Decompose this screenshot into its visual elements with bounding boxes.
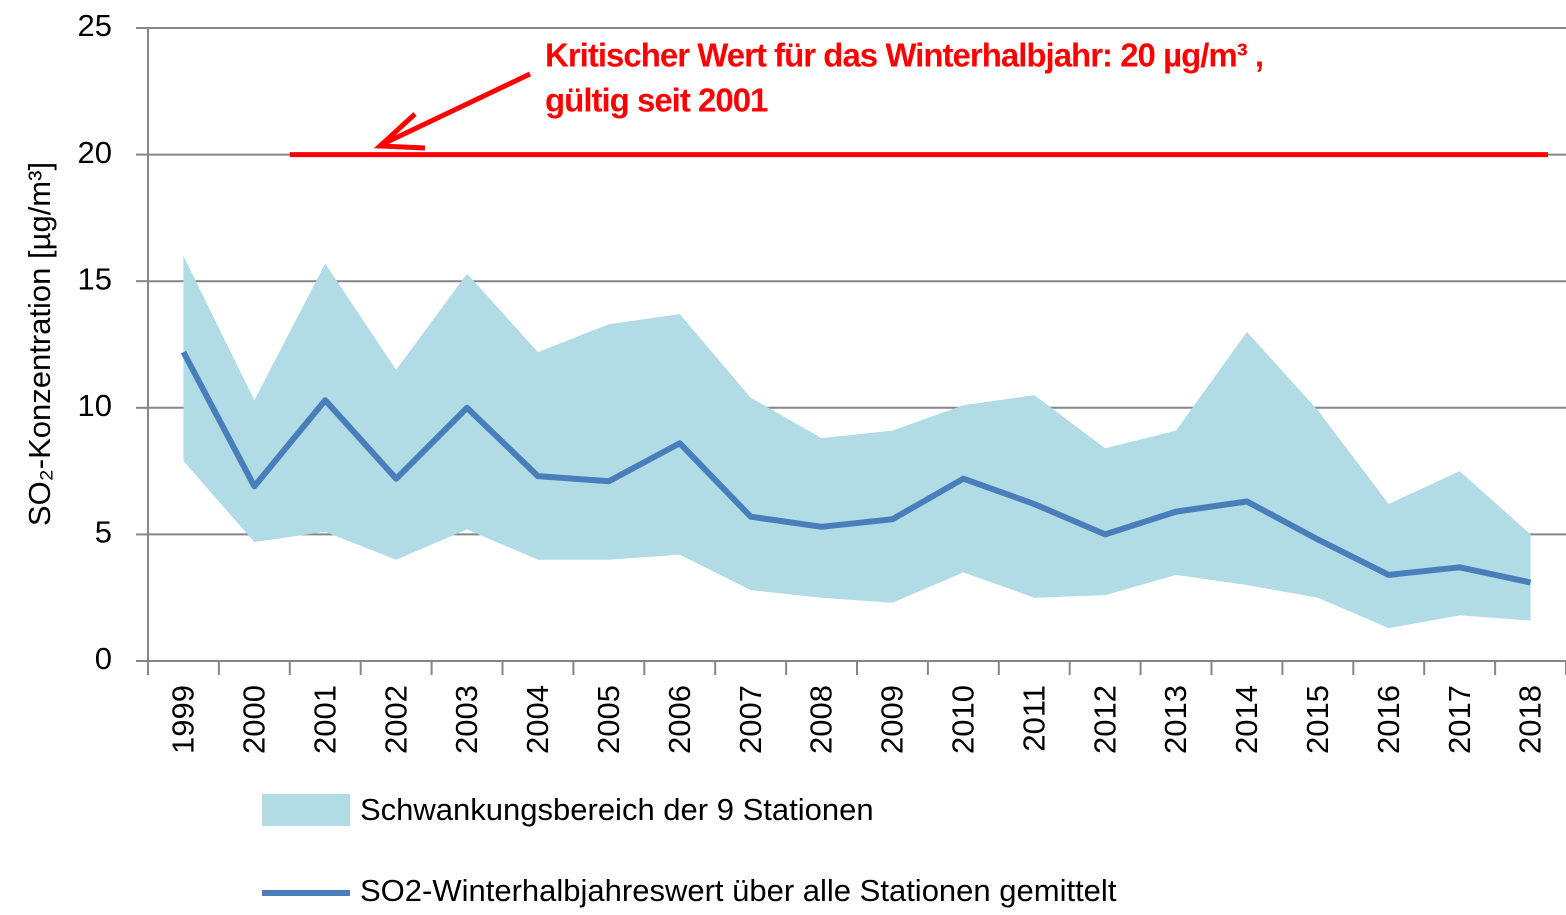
x-tick-label: 2004 bbox=[520, 685, 555, 754]
x-tick-label: 2012 bbox=[1087, 685, 1122, 754]
x-tick-label: 2009 bbox=[875, 685, 910, 754]
x-tick-label: 2006 bbox=[662, 685, 697, 754]
legend-label: Schwankungsbereich der 9 Stationen bbox=[360, 792, 874, 827]
x-tick-label: 2015 bbox=[1300, 685, 1335, 754]
x-tick-label: 2002 bbox=[378, 685, 413, 754]
x-tick-label: 2010 bbox=[946, 685, 981, 754]
line bbox=[180, 350, 1532, 586]
x-tick-label: 2001 bbox=[307, 685, 342, 754]
x-tick-label: 2000 bbox=[237, 685, 272, 754]
y-tick-label: 15 bbox=[78, 261, 112, 296]
x-tick-label: 2008 bbox=[804, 685, 839, 754]
y-tick-label: 5 bbox=[95, 515, 112, 550]
y-tick-label: 10 bbox=[78, 388, 112, 423]
x-tick-label: 2011 bbox=[1016, 685, 1051, 752]
legend-label: SO2-Winterhalbjahreswert über alle Stati… bbox=[360, 873, 1117, 908]
x-tick-label: 1999 bbox=[166, 685, 201, 754]
x-tick-label: 2013 bbox=[1158, 685, 1193, 754]
x-tick-label: 2018 bbox=[1513, 685, 1548, 754]
x-tick-label: 2014 bbox=[1229, 685, 1264, 754]
annotation: Kritischer Wert für das Winterhalbjahr: … bbox=[545, 37, 1263, 74]
x-tick-label: 2005 bbox=[591, 685, 626, 754]
x-tick-label: 2016 bbox=[1371, 685, 1406, 754]
y-tick-label: 20 bbox=[78, 135, 112, 170]
x-tick-label: 2017 bbox=[1442, 685, 1477, 754]
y-axis-label: SO₂-Konzentration [µg/m³] bbox=[22, 162, 57, 526]
annotation: gültig seit 2001 bbox=[545, 82, 768, 119]
range-area bbox=[183, 255, 1531, 629]
annotation-arrow bbox=[373, 71, 532, 151]
x-tick-label: 2007 bbox=[733, 685, 768, 754]
y-tick-label: 0 bbox=[95, 641, 112, 676]
x-tick-label: 2003 bbox=[449, 685, 484, 754]
legend-swatch-range bbox=[262, 794, 350, 826]
y-tick-label: 25 bbox=[78, 8, 112, 43]
